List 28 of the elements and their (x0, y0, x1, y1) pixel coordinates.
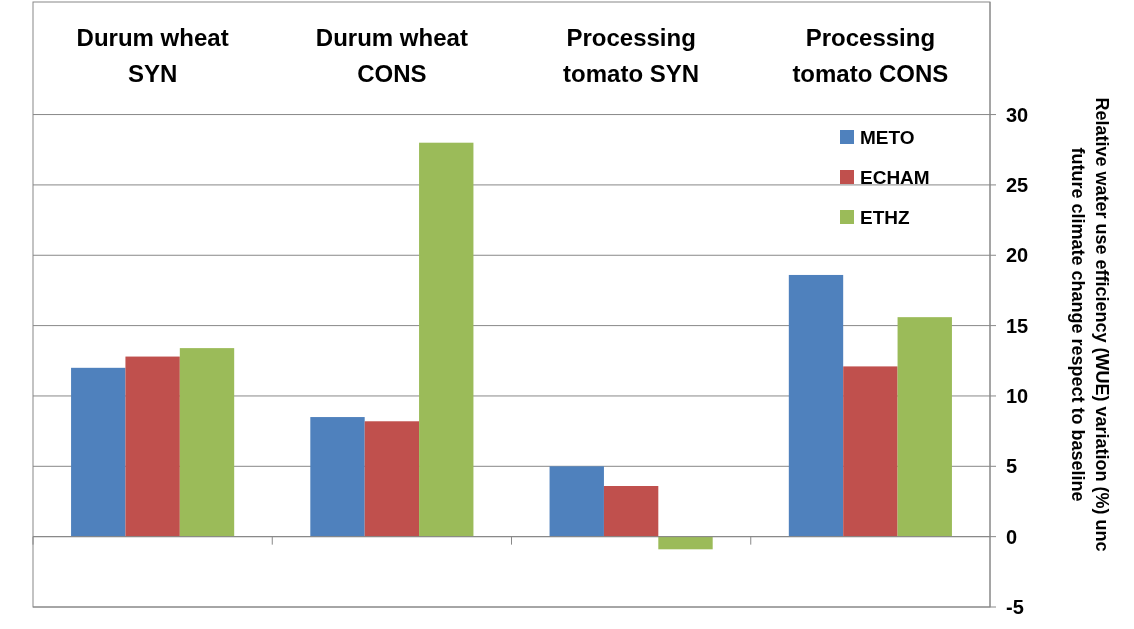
y-tick-label: 30 (1006, 103, 1029, 126)
y-tick-label: 5 (1006, 455, 1018, 478)
x-tick-label: Durum wheat SYN (76, 24, 229, 87)
legend-label: ECHAM (860, 166, 930, 188)
bar (658, 536, 713, 550)
bar (364, 421, 420, 537)
bar (71, 367, 126, 537)
bar (549, 466, 604, 537)
bar (603, 486, 659, 537)
legend-label: METO (860, 126, 915, 148)
bar (897, 317, 952, 537)
bar (125, 356, 180, 537)
y-axis-title: Relative water use efficiency (WUE) variation (%) unc future climate change respect to baseline (1068, 97, 1112, 552)
y-tick-label: 10 (1006, 384, 1029, 407)
bar (419, 142, 474, 537)
bar (843, 366, 898, 537)
y-tick-label: -5 (1006, 596, 1024, 618)
bar (179, 348, 235, 537)
y-tick-label: 20 (1006, 244, 1029, 267)
y-tick-label: 0 (1006, 525, 1018, 548)
bar (310, 417, 365, 537)
x-tick-label: Durum wheat CONS (315, 24, 468, 87)
x-tick-label: Processing tomato CONS (792, 24, 949, 87)
y-tick-label: 15 (1006, 314, 1029, 337)
x-tick-label: Processing tomato SYN (563, 24, 700, 87)
bar (788, 274, 844, 537)
legend-label: ETHZ (860, 206, 910, 228)
y-tick-label: 25 (1006, 173, 1029, 196)
